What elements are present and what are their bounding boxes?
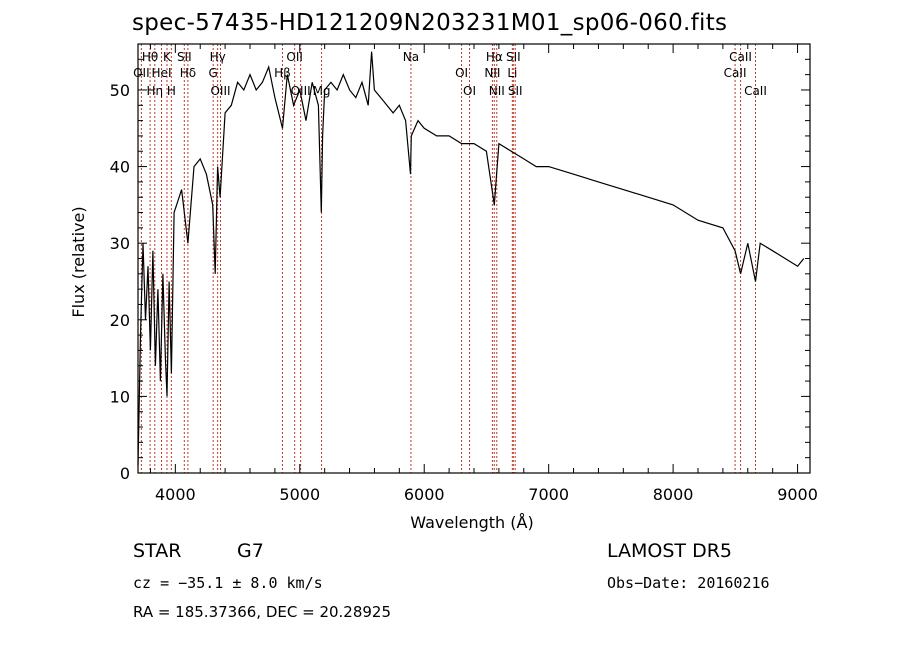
x-tick-label: 7000 (528, 485, 569, 504)
line-label: OI (463, 84, 476, 98)
line-label: SII (177, 50, 192, 64)
survey-label: LAMOST DR5 (607, 540, 732, 562)
radec-text: RA = 185.37366, DEC = 20.28925 (133, 603, 392, 621)
plot-frame (137, 43, 811, 474)
y-tick-label: 30 (110, 234, 130, 253)
y-tick-label: 40 (110, 158, 130, 177)
line-label: Li (507, 66, 517, 80)
line-label: SII (508, 84, 523, 98)
line-label: CaII (729, 50, 752, 64)
line-label: CaII (744, 84, 767, 98)
y-axis-label: Flux (relative) (69, 206, 88, 317)
x-tick-label: 6000 (404, 485, 445, 504)
obs-date-text: Obs−Date: 20160216 (607, 574, 770, 592)
line-label: Hη (146, 84, 163, 98)
y-tick-label: 10 (110, 387, 130, 406)
line-label: OII (286, 50, 303, 64)
y-tick-label: 20 (110, 311, 130, 330)
line-label: NII (484, 66, 500, 80)
line-markers (140, 44, 756, 473)
y-axis: 0 10 20 30 40 50 (110, 58, 810, 483)
line-label: Hβ (274, 66, 291, 80)
spectrum-line (137, 51, 805, 466)
line-label: NII (489, 84, 505, 98)
line-label: Hθ (142, 50, 158, 64)
line-label: CaII (724, 66, 747, 80)
line-label: G (209, 66, 218, 80)
y-tick-label: 50 (110, 81, 130, 100)
line-label: OII (133, 66, 150, 80)
line-label: Hδ (180, 66, 196, 80)
x-axis: 4000 5000 6000 7000 8000 9000 (149, 44, 818, 504)
line-label: OIII (210, 84, 230, 98)
line-label: Mg (313, 84, 331, 98)
x-tick-label: 5000 (279, 485, 320, 504)
x-tick-label: 4000 (155, 485, 196, 504)
redshift-text: cz = −35.1 ± 8.0 km/s (133, 574, 323, 592)
line-label: Na (403, 50, 419, 64)
line-labels: Hθ OII Hη K HeI H SII Hδ OIII Hγ G OIII OII Hβ Mg Na OI O… (133, 50, 767, 98)
line-label: H (167, 84, 176, 98)
object-subclass: G7 (237, 540, 264, 562)
x-tick-label: 9000 (777, 485, 818, 504)
x-tick-label: 8000 (653, 485, 694, 504)
line-label: OI (455, 66, 468, 80)
x-axis-label: Wavelength (Å) (410, 513, 533, 532)
line-label: Hα (486, 50, 503, 64)
line-label: HeI (152, 66, 172, 80)
line-label: SII (506, 50, 521, 64)
line-label: K (163, 50, 172, 64)
y-tick-label: 0 (120, 464, 130, 483)
line-label: Hγ (210, 50, 226, 64)
object-class: STAR (133, 540, 182, 562)
chart-title: spec-57435-HD121209N203231M01_sp06-060.f… (132, 10, 728, 36)
line-label: OIII (291, 84, 311, 98)
